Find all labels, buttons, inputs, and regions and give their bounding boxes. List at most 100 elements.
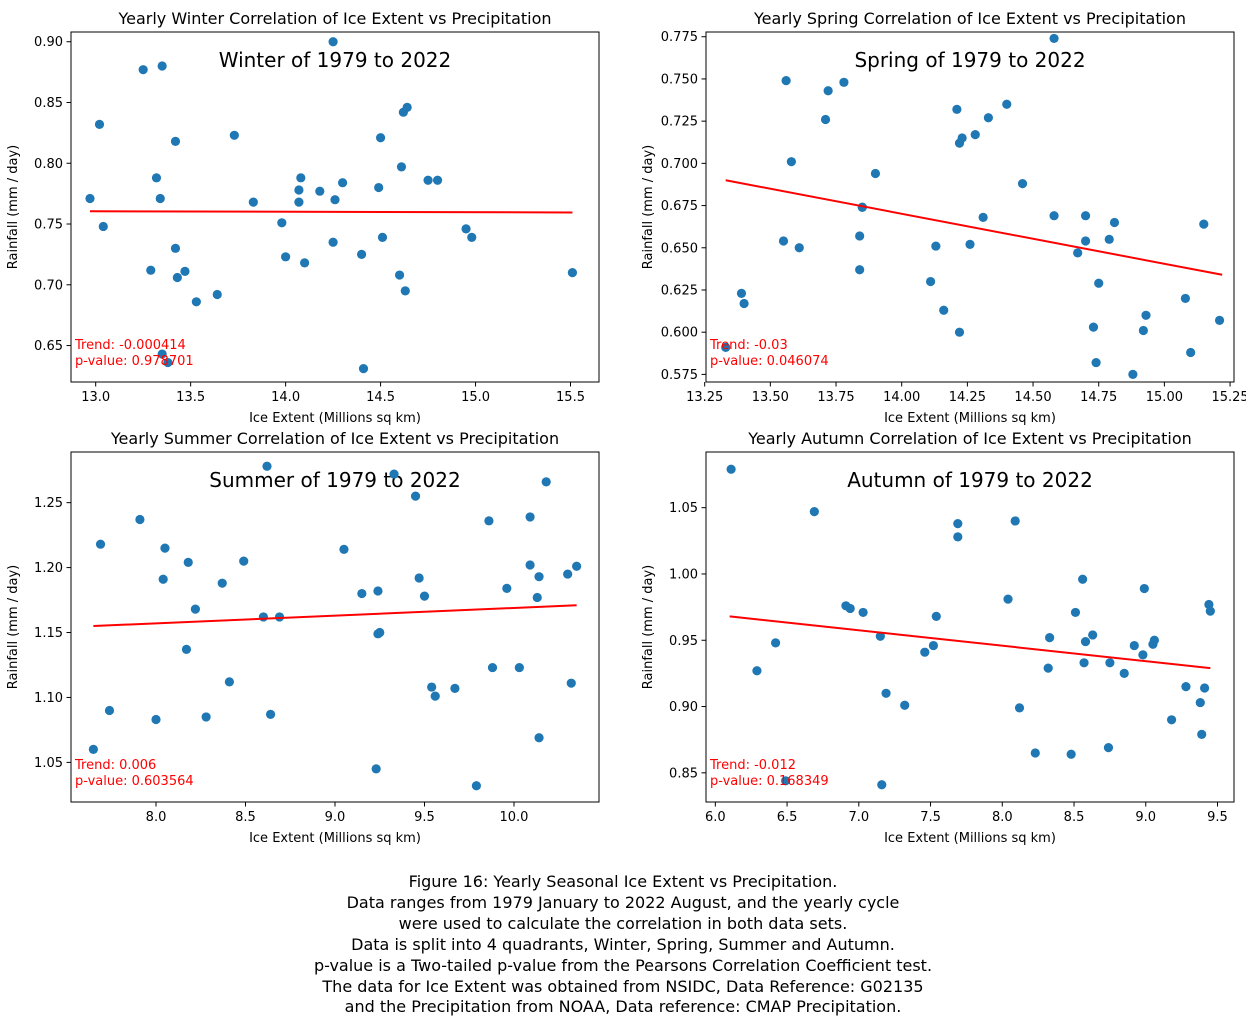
data-point [721, 342, 731, 352]
data-point [427, 682, 437, 692]
data-point [104, 705, 115, 716]
data-point [94, 119, 105, 129]
data-point [1199, 219, 1209, 229]
data-point [190, 604, 200, 614]
x-tick-label: 15.00 [1146, 390, 1183, 405]
data-point [823, 86, 833, 96]
data-point [394, 270, 405, 280]
scatter-panel-1: Yearly Winter Correlation of Ice Extent … [6, 9, 600, 426]
data-point [567, 268, 578, 278]
data-point [300, 258, 310, 268]
data-point [224, 677, 234, 687]
data-point [1205, 606, 1215, 616]
panel-title: Yearly Winter Correlation of Ice Extent … [117, 9, 551, 28]
data-point [957, 133, 967, 143]
caption-line: were used to calculate the correlation i… [398, 913, 848, 933]
data-point [151, 173, 162, 183]
x-tick-label: 15.25 [1211, 390, 1246, 405]
data-point [939, 305, 949, 315]
data-point [845, 603, 855, 614]
y-tick-label: 0.85 [669, 766, 698, 781]
data-point [953, 518, 963, 529]
x-tick-label: 6.5 [777, 810, 798, 825]
data-point [1002, 99, 1012, 109]
y-tick-label: 0.90 [669, 700, 698, 715]
data-point [820, 114, 831, 125]
data-point [931, 611, 941, 621]
scatter-panel-4: Yearly Autumn Correlation of Ice Extent … [641, 429, 1235, 846]
data-point [953, 532, 963, 542]
data-point [1141, 310, 1151, 320]
y-tick-label: 0.725 [661, 115, 698, 130]
data-point [423, 175, 433, 185]
data-point [330, 195, 340, 205]
data-point [952, 104, 962, 114]
y-tick-label: 0.75 [34, 218, 63, 233]
data-point [1214, 315, 1225, 325]
x-tick-label: 14.25 [949, 390, 986, 405]
data-point [839, 77, 849, 87]
data-point [1139, 583, 1149, 594]
panel-annotation: Summer of 1979 to 2022 [209, 468, 460, 492]
data-point [566, 678, 576, 688]
y-tick-label: 1.00 [669, 567, 698, 582]
data-point [534, 733, 544, 743]
data-point [965, 239, 975, 249]
data-point [181, 644, 192, 655]
x-tick-label: 13.50 [752, 390, 789, 405]
data-point [274, 612, 285, 622]
data-point [1138, 650, 1148, 660]
data-point [337, 178, 348, 188]
data-point [371, 764, 381, 774]
data-point [471, 781, 481, 791]
data-point [328, 237, 338, 247]
x-tick-label: 9.0 [1135, 810, 1156, 825]
data-point [920, 647, 930, 657]
data-point [781, 776, 791, 786]
data-point [1088, 630, 1098, 640]
x-tick-label: 13.5 [176, 390, 205, 405]
data-point [794, 243, 804, 253]
x-tick-label: 15.0 [461, 390, 490, 405]
axes-frame [705, 31, 1235, 383]
trend-line [89, 210, 573, 214]
data-point [358, 364, 369, 374]
data-point [430, 691, 440, 701]
axes-frame [705, 451, 1235, 803]
axes-frame [70, 31, 600, 383]
data-point [419, 591, 430, 601]
data-point [514, 662, 524, 673]
y-tick-label: 1.15 [34, 626, 63, 641]
x-tick-label: 13.25 [686, 390, 723, 405]
trend-text: Trend: 0.006 [74, 758, 156, 773]
data-point [229, 130, 239, 140]
y-tick-label: 0.700 [661, 157, 698, 172]
data-point [1049, 211, 1059, 221]
x-tick-label: 9.0 [325, 810, 346, 825]
data-point [1119, 668, 1129, 679]
data-point [151, 714, 161, 725]
axes-frame [70, 451, 600, 803]
data-point [954, 327, 965, 337]
data-point [374, 182, 384, 193]
data-point [163, 357, 173, 368]
data-point [1080, 636, 1091, 647]
data-point [928, 640, 939, 651]
data-point [1186, 347, 1196, 358]
x-tick-label: 14.0 [271, 390, 300, 405]
data-point [858, 607, 868, 618]
data-point [778, 236, 789, 246]
trend-line [93, 604, 577, 628]
data-point [356, 249, 367, 259]
pvalue-text: p-value: 0.168349 [710, 774, 829, 789]
trend-text: Trend: -0.03 [709, 338, 788, 353]
y-tick-label: 0.85 [34, 96, 63, 111]
data-point [1180, 293, 1191, 304]
x-axis-label: Ice Extent (Millions sq km) [249, 411, 421, 426]
y-axis-label: Rainfall (mm / day) [641, 145, 656, 270]
data-point [396, 162, 407, 172]
data-point [1043, 663, 1053, 673]
y-tick-label: 1.20 [34, 561, 63, 576]
data-point [277, 218, 287, 228]
data-point [172, 272, 182, 283]
